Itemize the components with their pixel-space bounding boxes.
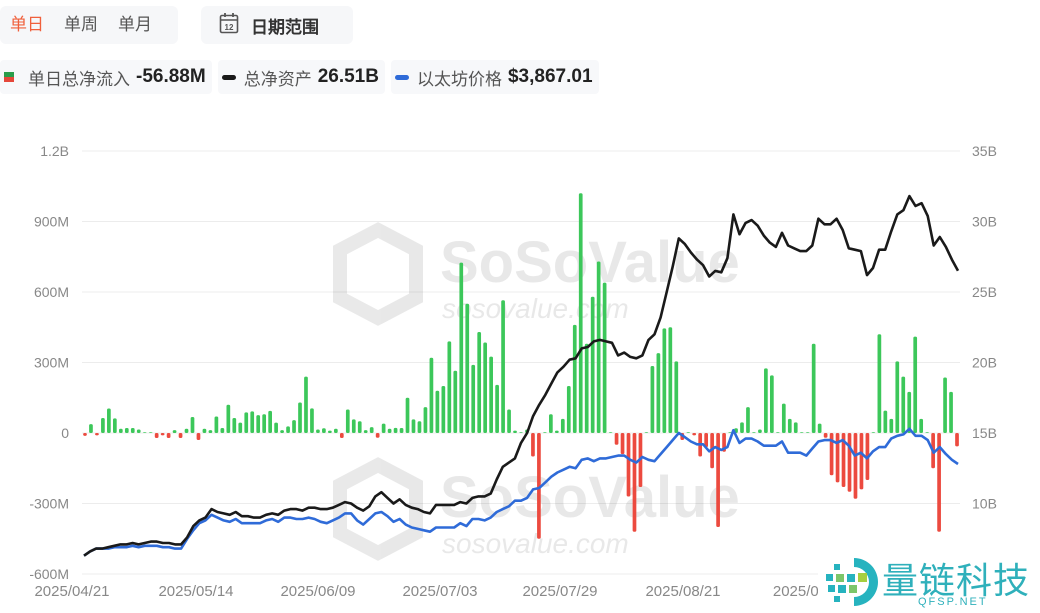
etf-flow-chart[interactable]: SoSoValuesosovalue.comSoSoValuesosovalue… [0, 130, 1040, 613]
svg-text:10B: 10B [972, 496, 997, 512]
x-axis-labels: 2025/04/21 2025/05/14 2025/06/09 2025/07/03… [34, 583, 827, 600]
bar-swatch-icon [4, 72, 14, 82]
svg-text:2025/06/09: 2025/06/09 [280, 583, 355, 600]
svg-text:20B: 20B [972, 355, 997, 371]
date-range-button[interactable]: 12 日期范围 [201, 6, 353, 44]
svg-text:35B: 35B [972, 143, 997, 159]
period-tabs: 单日 单周 单月 [0, 6, 178, 44]
line-swatch-icon [394, 74, 409, 80]
legend-total-assets[interactable]: 总净资产 26.51B [217, 60, 385, 94]
right-axis-labels: 35B 30B 25B 20B 15B 10B [972, 143, 997, 512]
svg-text:300M: 300M [34, 355, 69, 371]
legend-eth-price[interactable]: 以太坊价格 $3,867.01 [390, 60, 599, 94]
svg-text:25B: 25B [972, 284, 997, 300]
svg-text:0: 0 [61, 425, 69, 441]
qfsp-logo-icon [826, 558, 878, 606]
qfsp-logo: 量链科技 QFSP.NET [818, 550, 1040, 613]
svg-text:2025/07/29: 2025/07/29 [522, 583, 597, 600]
legend-net-inflow-value: -56.88M [136, 66, 206, 87]
tab-weekly[interactable]: 单周 [64, 15, 98, 34]
legend-net-inflow[interactable]: 单日总净流入 -56.88M [0, 60, 212, 94]
legend-eth-price-label: 以太坊价格 [416, 69, 502, 89]
svg-text:2025/04/21: 2025/04/21 [34, 583, 109, 600]
svg-text:-600M: -600M [29, 566, 69, 582]
svg-text:900M: 900M [34, 214, 69, 230]
date-range-label: 日期范围 [251, 17, 319, 37]
net-inflow-bars [83, 193, 959, 539]
svg-text:sosovalue.com: sosovalue.com [442, 293, 629, 324]
svg-text:30B: 30B [972, 214, 997, 230]
legend-total-assets-value: 26.51B [317, 66, 379, 87]
svg-text:sosovalue.com: sosovalue.com [442, 528, 629, 559]
svg-text:15B: 15B [972, 425, 997, 441]
legend-net-inflow-label: 单日总净流入 [28, 69, 130, 89]
svg-text:600M: 600M [34, 284, 69, 300]
chart-legend: 单日总净流入 -56.88M 总净资产 26.51B 以太坊价格 $3,867.… [0, 60, 599, 94]
qfsp-logo-name: 量链科技 [882, 561, 1031, 602]
qfsp-logo-sub: QFSP.NET [918, 596, 988, 608]
series-lines [83, 194, 960, 557]
svg-text:-300M: -300M [29, 496, 69, 512]
svg-text:2025/08/21: 2025/08/21 [645, 583, 720, 600]
svg-text:2025/05/14: 2025/05/14 [158, 583, 233, 600]
tab-daily[interactable]: 单日 [10, 15, 44, 34]
svg-text:2025/09: 2025/09 [773, 583, 827, 600]
calendar-icon: 12 [219, 12, 239, 39]
svg-text:1.2B: 1.2B [40, 143, 69, 159]
left-axis-labels: 1.2B 900M 600M 300M 0 -300M -600M [29, 143, 69, 582]
svg-text:12: 12 [225, 23, 234, 32]
legend-total-assets-label: 总净资产 [243, 69, 312, 89]
svg-text:2025/07/03: 2025/07/03 [402, 583, 477, 600]
tab-monthly[interactable]: 单月 [118, 15, 152, 34]
line-swatch-icon [221, 74, 236, 80]
legend-eth-price-value: $3,867.01 [507, 66, 593, 87]
svg-text:SoSoValue: SoSoValue [440, 230, 740, 295]
